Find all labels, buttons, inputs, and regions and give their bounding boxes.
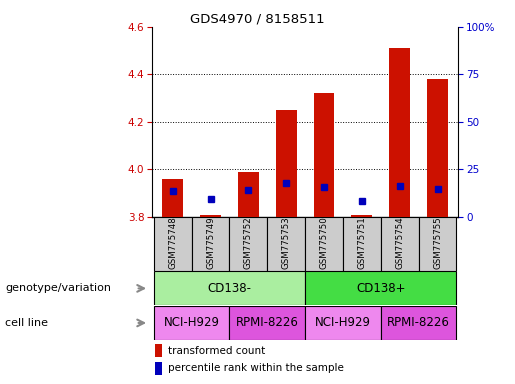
Bar	[192, 217, 230, 271]
Bar	[154, 217, 192, 271]
Bar	[305, 271, 456, 305]
Bar	[381, 306, 456, 340]
Text: GSM775748: GSM775748	[168, 217, 177, 269]
Bar	[305, 306, 381, 340]
Text: GSM775752: GSM775752	[244, 217, 253, 269]
Text: CD138-: CD138-	[208, 282, 251, 295]
Text: percentile rank within the sample: percentile rank within the sample	[168, 363, 345, 373]
Bar	[238, 172, 259, 217]
Bar	[155, 362, 162, 375]
Bar	[162, 179, 183, 217]
Bar	[343, 217, 381, 271]
Text: cell line: cell line	[5, 318, 48, 328]
Bar	[381, 217, 419, 271]
Text: GSM775751: GSM775751	[357, 217, 366, 269]
Bar	[276, 110, 297, 217]
Text: GSM775749: GSM775749	[206, 217, 215, 269]
Text: transformed count: transformed count	[168, 346, 266, 356]
Bar	[427, 79, 448, 217]
Bar	[200, 215, 221, 217]
Text: GSM775750: GSM775750	[319, 217, 329, 269]
Bar	[154, 271, 305, 305]
Text: RPMI-8226: RPMI-8226	[387, 316, 450, 329]
Text: NCI-H929: NCI-H929	[315, 316, 371, 329]
Text: RPMI-8226: RPMI-8226	[236, 316, 299, 329]
Bar	[230, 306, 305, 340]
Bar	[154, 306, 230, 340]
Bar	[155, 344, 162, 357]
Bar	[267, 217, 305, 271]
Text: NCI-H929: NCI-H929	[164, 316, 219, 329]
Bar	[305, 217, 343, 271]
Bar	[389, 48, 410, 217]
Text: GSM775754: GSM775754	[395, 217, 404, 269]
Bar	[314, 93, 334, 217]
Text: GSM775753: GSM775753	[282, 217, 291, 269]
Bar	[230, 217, 267, 271]
Bar	[419, 217, 456, 271]
Text: genotype/variation: genotype/variation	[5, 283, 111, 293]
Text: CD138+: CD138+	[356, 282, 405, 295]
Bar	[351, 215, 372, 217]
Text: GDS4970 / 8158511: GDS4970 / 8158511	[190, 12, 325, 25]
Text: GSM775755: GSM775755	[433, 217, 442, 269]
